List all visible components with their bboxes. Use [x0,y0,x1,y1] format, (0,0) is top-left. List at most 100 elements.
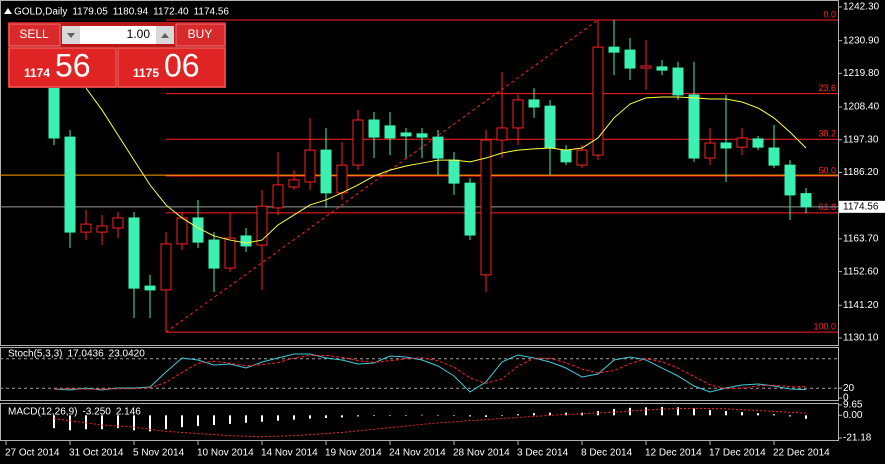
candle-body [640,65,652,69]
candle-body [384,125,396,139]
macd-bar [197,415,199,427]
header-value: 1180.94 [113,7,149,18]
macd-bar [501,415,503,416]
candle-body [96,225,108,233]
macd-bar [789,415,791,417]
macd-bar [645,407,647,416]
macd-bar [229,415,231,424]
macd-bar [149,415,151,432]
x-tick-label: 22 Dec 2014 [773,448,830,459]
macd-bar [85,415,87,430]
buy-button[interactable] [175,23,226,47]
candle-body [352,119,364,166]
macd-bar [533,413,535,416]
candle-body [576,149,588,166]
bid-label: 1174.56 [843,201,879,212]
candle-body [112,217,124,229]
lot-input[interactable] [80,26,156,44]
candle-body [208,239,220,269]
header-value: 17.0436 [67,349,104,360]
candle-body [240,235,252,247]
candle-body [176,217,188,245]
x-tick-label: 19 Nov 2014 [325,448,382,459]
macd-bar [341,415,343,418]
macd-bar [117,415,119,429]
lot-text: 1.00 [127,27,151,41]
y-tick-label: 1230.90 [843,35,880,46]
macd-bar [517,414,519,416]
candle-body [704,142,716,159]
y-tick-label: 1130.10 [843,333,879,344]
candle-body [48,79,60,139]
macd-bar [389,415,391,416]
y-tick-label: 1208.40 [843,102,880,113]
candle-body [448,159,460,184]
fibo-label: 0.0 [823,9,836,19]
candle-body [80,223,92,233]
candle-body [512,99,524,129]
candle-body [736,137,748,148]
y-tick-label: 1242.30 [843,2,880,13]
fibo-label: 50.0 [818,165,836,175]
candle-body [496,127,508,141]
candle-body [224,237,236,269]
sell-text: SELL [19,27,49,41]
candle-body [624,49,636,69]
x-tick-label: 10 Nov 2014 [197,448,254,459]
macd-bar [213,415,215,425]
macd-bar [709,409,711,416]
y-tick-label: 20 [843,383,855,394]
candle-body [128,217,140,289]
macd-bar [293,415,295,420]
candle-body [544,105,556,149]
fibo-label: 38.2 [818,129,836,139]
bid-label-bg [839,200,885,213]
trade-panel: SELL 1.00 BUY 1174 56 1175 06 [8,22,226,88]
macd-bar [165,415,167,430]
candle-body [160,243,172,291]
macd-bar [453,415,455,416]
ask-big: 06 [164,47,200,83]
collapse-icon[interactable] [4,8,12,14]
y-tick-label: 1219.80 [843,68,880,79]
candle-body [656,66,668,71]
panel-title: MACD(12,26,9) [8,407,77,418]
candle-body [144,285,156,291]
x-tick-label: 24 Nov 2014 [389,448,446,459]
candle-body [720,142,732,149]
ask-small: 1175 [133,66,159,80]
macd-bar [693,408,695,416]
x-tick-label: 5 Nov 2014 [133,448,185,459]
sell-price-box[interactable] [8,47,117,88]
panel-title: GOLD,Daily [14,7,67,18]
candle-body [288,179,300,188]
sell-button[interactable] [8,23,61,47]
candle-body [800,193,812,208]
candle-body [784,164,796,196]
y-tick-label: -21.18 [843,433,872,444]
x-tick-label: 3 Dec 2014 [517,448,569,459]
macd-bar [629,407,631,416]
stoch-panel [0,347,839,401]
candle-body [256,205,268,246]
candle-body [416,133,428,138]
candle-body [672,67,684,96]
header-value: 1174.56 [194,7,230,18]
stoch-line [53,353,807,393]
down-arrow [67,33,75,38]
macd-bar [325,415,327,419]
macd-bar [773,414,775,416]
macd-bar [357,415,359,417]
buy-price-box[interactable] [117,47,226,88]
y-tick-label: 1186.20 [843,167,879,178]
macd-bar [277,415,279,421]
macd-bar [469,415,471,417]
macd-bar [181,415,183,428]
x-tick-label: 8 Dec 2014 [581,448,633,459]
candle-body [320,149,332,194]
macd-bar [757,413,759,416]
fibo-label: 100.0 [813,321,836,331]
candle-body [304,149,316,183]
candle-body [272,184,284,209]
y-tick-label: 1141.20 [843,300,879,311]
